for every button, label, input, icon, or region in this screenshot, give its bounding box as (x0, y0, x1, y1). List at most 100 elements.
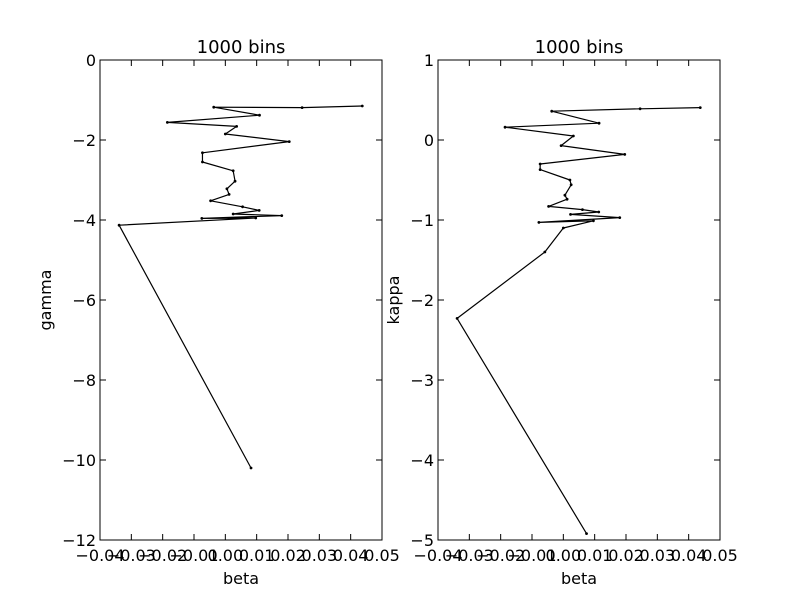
data-point (233, 179, 237, 183)
data-point (223, 132, 227, 136)
x-tick-label: 0.03 (640, 546, 676, 565)
data-point (569, 183, 573, 187)
data-point (547, 205, 551, 208)
series-line (456, 107, 701, 534)
y-tick-label: −8 (72, 371, 96, 390)
data-point (538, 162, 542, 166)
x-tick-label: 0.00 (208, 546, 244, 565)
data-point (257, 209, 261, 212)
data-point (225, 187, 229, 191)
data-point (565, 197, 569, 201)
y-tick-label: 1 (424, 51, 434, 70)
y-tick-label: −2 (72, 131, 96, 150)
data-point (563, 193, 567, 197)
data-point (455, 317, 459, 320)
plot-area (117, 104, 364, 470)
y-tick-label: −4 (410, 451, 434, 470)
x-tick-label: 0.01 (577, 546, 613, 565)
data-point (638, 107, 642, 111)
x-tick-label: −0.03 (107, 546, 156, 565)
data-point (258, 113, 261, 117)
data-point (568, 178, 572, 182)
data-point (537, 221, 541, 224)
x-tick-label: 0.05 (702, 546, 738, 565)
data-point (360, 104, 364, 108)
subplot-right: 1000 bins −0.04−0.03−0.02−0.010.000.010.… (384, 37, 738, 588)
data-point (585, 532, 588, 535)
x-axis: −0.04−0.03−0.02−0.010.000.010.020.030.04… (413, 60, 738, 565)
y-tick-label: −5 (410, 531, 434, 550)
y-tick-label: −10 (62, 451, 96, 470)
x-axis-label: beta (223, 569, 259, 588)
data-point (249, 466, 253, 470)
x-tick-label: 0.01 (239, 546, 275, 565)
x-tick-label: 0.05 (364, 546, 400, 565)
x-tick-label: −0.01 (169, 546, 218, 565)
data-point (287, 140, 291, 144)
data-point (559, 144, 563, 148)
plot-frame (99, 59, 383, 541)
data-point (561, 226, 565, 230)
data-point (117, 223, 121, 227)
series-line (118, 105, 363, 469)
x-tick-label: −0.03 (445, 546, 494, 565)
x-tick-label: −0.02 (138, 546, 187, 565)
data-point (698, 106, 702, 109)
data-point (227, 193, 231, 196)
y-tick-label: −2 (410, 291, 434, 310)
x-tick-label: 0.03 (302, 546, 338, 565)
data-point (623, 153, 627, 156)
y-tick-label: −3 (410, 371, 434, 390)
y-tick-label: −12 (62, 531, 96, 550)
y-axis: 0 −2 −4 −6 −8 −10 −12 (62, 51, 382, 550)
data-point (571, 134, 575, 138)
data-point (597, 210, 601, 214)
data-point (581, 208, 584, 212)
x-tick-label: 0.02 (270, 546, 306, 565)
y-axis-label: kappa (384, 276, 403, 325)
data-point (231, 212, 235, 216)
y-axis: 1 0 −1 −2 −3 −4 −5 (410, 51, 720, 550)
chart-title: 1000 bins (197, 37, 286, 58)
plot-area (455, 106, 702, 535)
y-tick-label: 0 (424, 131, 434, 150)
x-tick-label: 0.04 (671, 546, 707, 565)
y-tick-label: −1 (410, 211, 434, 230)
data-point (597, 121, 601, 125)
data-point (200, 217, 204, 220)
data-point (618, 216, 622, 220)
y-axis-label: gamma (36, 270, 55, 331)
x-tick-label: 0.00 (546, 546, 582, 565)
x-tick-label: 0.02 (608, 546, 644, 565)
data-point (569, 213, 572, 216)
data-point (280, 214, 284, 218)
data-point (300, 106, 304, 109)
data-point (503, 125, 507, 129)
chart-title: 1000 bins (535, 37, 624, 58)
data-point (254, 216, 258, 220)
data-point (241, 205, 244, 209)
data-point (235, 125, 239, 128)
x-tick-label: −0.02 (476, 546, 525, 565)
x-axis-label: beta (561, 569, 597, 588)
data-point (550, 109, 554, 113)
data-point (201, 151, 204, 155)
data-point (592, 219, 595, 223)
x-tick-label: −0.01 (507, 546, 556, 565)
data-point (231, 169, 235, 173)
subplot-left: 1000 bins −0.04−0.03−0.02−0.010.000.010.… (36, 37, 400, 588)
data-point (543, 250, 547, 254)
x-tick-label: −0.04 (75, 546, 124, 565)
data-point (212, 105, 216, 109)
data-point (165, 121, 169, 124)
plot-frame (437, 59, 721, 541)
y-tick-label: −4 (72, 211, 96, 230)
x-axis: −0.04−0.03−0.02−0.010.000.010.020.030.04… (75, 60, 400, 565)
x-tick-label: 0.04 (333, 546, 369, 565)
y-tick-label: 0 (86, 51, 96, 70)
data-point (538, 168, 542, 172)
data-point (201, 160, 204, 164)
data-point (209, 199, 213, 203)
x-tick-label: −0.04 (413, 546, 462, 565)
